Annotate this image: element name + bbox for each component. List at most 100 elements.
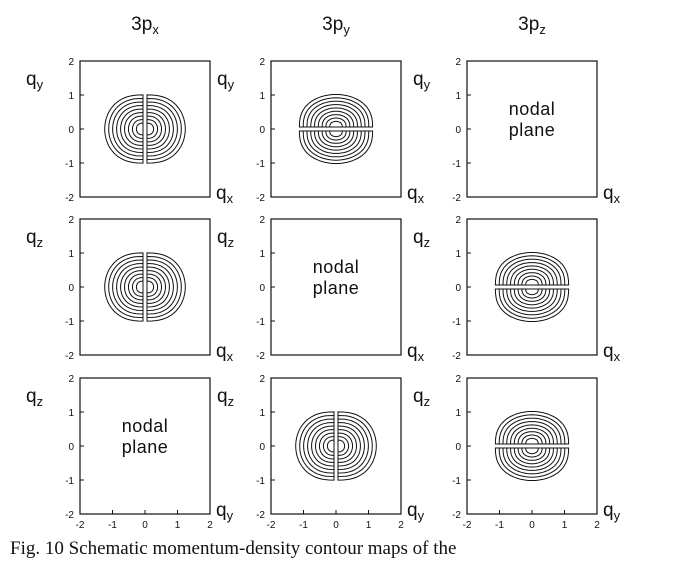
contour-line	[513, 288, 551, 306]
y-tick-label: 2	[455, 57, 461, 68]
y-tick-label: 1	[259, 408, 265, 419]
contour-line	[521, 447, 543, 458]
contour-line	[502, 288, 562, 316]
y-tick-label: 2	[259, 374, 265, 385]
y-tick-label: 1	[68, 408, 74, 419]
x-tick-label: 1	[366, 520, 372, 531]
y-tick-label: 2	[68, 215, 74, 226]
figure: 3px 3py 3pz 2 1 0 -1 -2 qy qx 2 1 0 -1 -2 qy qx 2 1 0 -1 -2 no…	[26, 14, 621, 531]
contour-line	[314, 107, 358, 128]
contour-line	[510, 288, 554, 309]
contour-line	[525, 437, 539, 445]
x-axis-label: qx	[603, 341, 621, 364]
contour-line	[120, 108, 144, 150]
contour-line	[307, 421, 335, 471]
x-tick-label: -1	[108, 520, 117, 531]
contour-line	[337, 418, 369, 474]
contour-line	[337, 414, 373, 478]
x-tick-label: 0	[142, 520, 148, 531]
y-tick-label: 2	[68, 374, 74, 385]
contour-line	[502, 417, 562, 445]
contour-line	[128, 273, 144, 301]
contour-line	[131, 119, 144, 139]
column-title-0: 3px	[131, 14, 159, 37]
contour-line	[325, 117, 347, 128]
contour-line	[104, 252, 144, 322]
contour-line	[317, 130, 355, 148]
contour-line	[322, 436, 335, 456]
panel-frame	[270, 60, 402, 198]
y-tick-label: 1	[455, 91, 461, 102]
y-tick-label: 0	[68, 125, 74, 136]
contour-line	[298, 130, 374, 164]
contour-line	[311, 425, 335, 467]
y-tick-label: -2	[65, 510, 74, 521]
contour-line	[337, 425, 361, 467]
contour-line	[506, 447, 558, 471]
contour-line	[506, 262, 558, 286]
contour-line	[302, 130, 370, 161]
contour-line	[303, 418, 335, 474]
contour-line	[306, 100, 366, 128]
panel-r1-c2: 2 1 0 -1 -2	[452, 215, 598, 362]
nodal-plane-text: plane	[313, 278, 360, 298]
y-tick-label: 0	[68, 283, 74, 294]
contour-line	[295, 411, 335, 481]
nodal-plane-text: plane	[122, 437, 169, 457]
x-tick-label: 2	[398, 520, 404, 531]
contour-line	[299, 414, 335, 478]
y-tick-label: 1	[68, 91, 74, 102]
contour-line	[120, 266, 144, 308]
contour-line	[337, 421, 365, 471]
panel-r1-c0: 2 1 0 -1 -2	[65, 215, 211, 362]
y-tick-label: 0	[455, 125, 461, 136]
contour-line	[525, 288, 539, 296]
contour-line	[146, 252, 186, 322]
y-tick-label: 1	[455, 408, 461, 419]
contour-line	[337, 436, 350, 456]
contour-line	[146, 266, 170, 308]
contour-line	[131, 277, 144, 297]
x-tick-label: -1	[299, 520, 308, 531]
contour-line	[337, 432, 353, 460]
panel-r2-c1: 2 1 0 -1 -2-2 -1 0 1 2	[256, 374, 404, 531]
contour-line	[146, 94, 186, 164]
contour-line	[521, 434, 543, 445]
panel-r0-c1: 2 1 0 -1 -2	[256, 57, 402, 204]
y-tick-label: -2	[452, 351, 461, 362]
contour-line	[314, 429, 335, 463]
y-tick-label: -1	[256, 476, 265, 487]
x-axis-label: qx	[216, 183, 234, 206]
contour-line	[326, 439, 335, 453]
nodal-plane-text: plane	[509, 120, 556, 140]
y-tick-label: 0	[259, 125, 265, 136]
y-tick-label: 0	[455, 283, 461, 294]
contour-line	[517, 431, 547, 445]
contour-line	[146, 108, 170, 150]
contour-line	[494, 447, 570, 481]
y-tick-label: 0	[68, 442, 74, 453]
contour-line	[146, 104, 174, 154]
contour-line	[112, 259, 144, 315]
x-axis-label: qx	[407, 183, 425, 206]
contour-line	[329, 130, 343, 138]
contour-line	[146, 280, 155, 294]
contour-line	[494, 411, 570, 445]
contour-line	[498, 288, 566, 319]
contour-line	[146, 119, 159, 139]
y-tick-label: -2	[256, 351, 265, 362]
y-tick-label: -2	[256, 193, 265, 204]
contour-line	[310, 104, 362, 128]
contour-line	[494, 288, 570, 322]
contour-line	[321, 130, 351, 144]
y-axis-label: qy	[217, 69, 235, 92]
contour-line	[337, 411, 377, 481]
contour-line	[108, 97, 144, 161]
y-tick-label: 2	[455, 374, 461, 385]
contour-line	[123, 112, 144, 146]
y-tick-label: -1	[65, 317, 74, 328]
y-axis-label: qz	[413, 227, 430, 250]
contour-line	[513, 427, 551, 445]
contour-line	[510, 447, 554, 468]
y-axis-label: qz	[413, 386, 430, 409]
